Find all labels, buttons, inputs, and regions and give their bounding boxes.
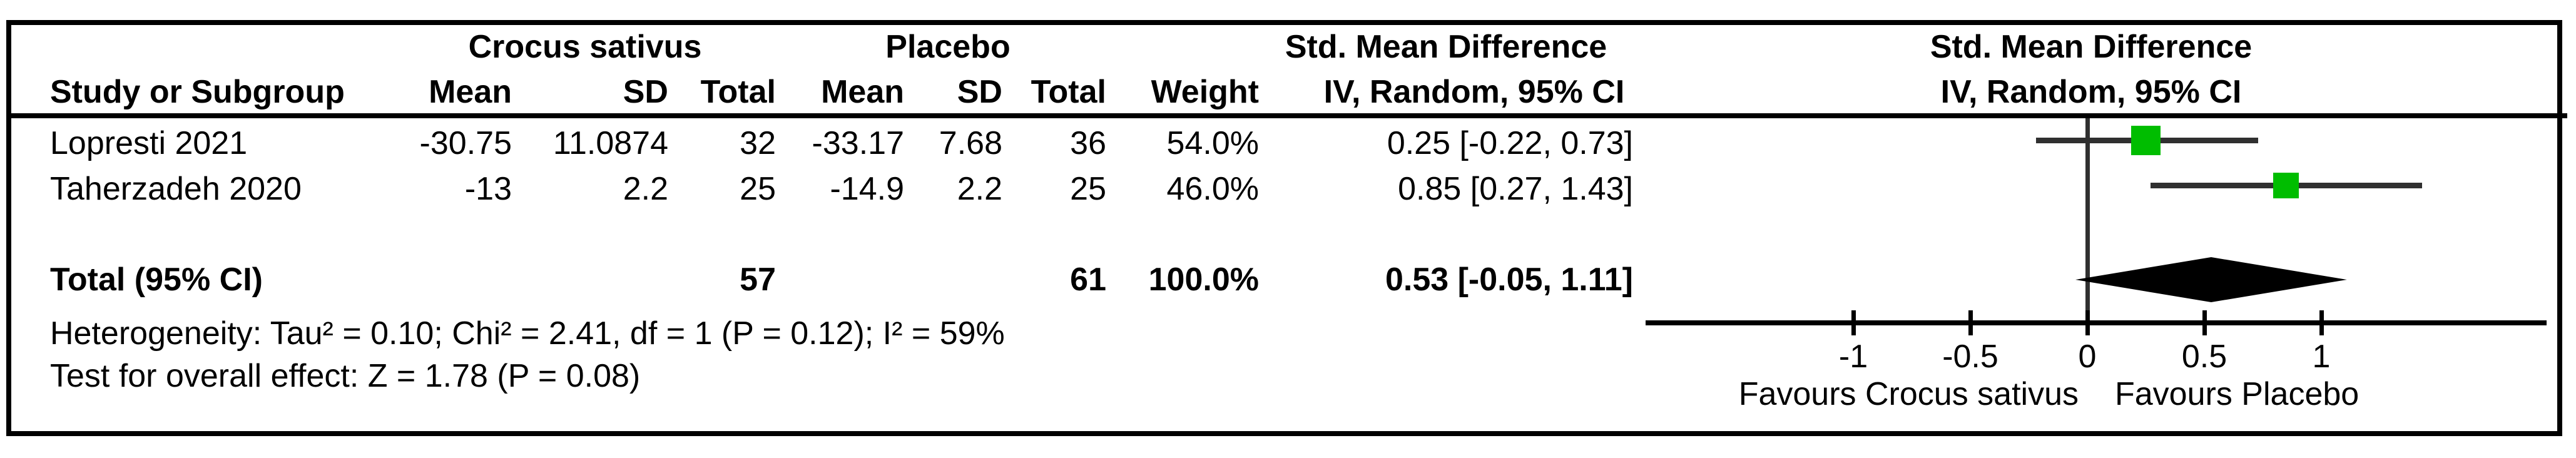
- pooled-diamond: [2075, 257, 2348, 302]
- zero-reference-line: [2085, 118, 2090, 323]
- cell-total-t: 25: [740, 171, 776, 207]
- total-label: Total (95% CI): [50, 262, 263, 298]
- effect-header-left: Std. Mean Difference: [1285, 29, 1607, 65]
- total-ci-text: 0.53 [-0.05, 1.11]: [1385, 262, 1633, 298]
- cell-total-c: 25: [1070, 171, 1106, 207]
- cell-ci-text: 0.25 [-0.22, 0.73]: [1387, 125, 1633, 161]
- cell-total-t: 32: [740, 125, 776, 161]
- col-header-mean-t: Mean: [429, 74, 512, 110]
- col-header-sd-t: SD: [623, 74, 668, 110]
- col-header-total-c: Total: [1031, 74, 1106, 110]
- col-header-study: Study or Subgroup: [50, 74, 345, 110]
- col-header-weight: Weight: [1151, 74, 1259, 110]
- cell-mean-t: -13: [464, 171, 512, 207]
- axis-tick: [1851, 310, 1856, 335]
- cell-sd-c: 2.2: [957, 171, 1002, 207]
- cell-study-name: Taherzadeh 2020: [50, 171, 302, 207]
- axis-tick: [2202, 310, 2207, 335]
- axis-tick: [2085, 310, 2090, 335]
- col-header-method-right: IV, Random, 95% CI: [1940, 74, 2242, 110]
- cell-study-name: Lopresti 2021: [50, 125, 248, 161]
- header-separator: [9, 113, 2567, 118]
- effect-square: [2131, 125, 2161, 155]
- axis-tick-label: 0: [2078, 338, 2097, 375]
- col-header-total-t: Total: [700, 74, 776, 110]
- cell-weight: 46.0%: [1166, 171, 1259, 207]
- group-header-treatment: Crocus sativus: [468, 29, 702, 65]
- col-header-method-left: IV, Random, 95% CI: [1323, 74, 1625, 110]
- heterogeneity-stats: Heterogeneity: Tau² = 0.10; Chi² = 2.41,…: [50, 315, 1005, 352]
- total-weight: 100.0%: [1148, 262, 1259, 298]
- cell-total-c: 36: [1070, 125, 1106, 161]
- effect-header-right: Std. Mean Difference: [1930, 29, 2253, 65]
- axis-tick-label: -0.5: [1942, 338, 1998, 375]
- cell-weight: 54.0%: [1166, 125, 1259, 161]
- col-header-mean-c: Mean: [821, 74, 904, 110]
- axis-tick: [2319, 310, 2324, 335]
- cell-mean-c: -14.9: [830, 171, 904, 207]
- axis-tick-label: 0.5: [2181, 338, 2227, 375]
- cell-mean-t: -30.75: [419, 125, 512, 161]
- favours-left-label: Favours Crocus sativus: [1738, 376, 2079, 412]
- effect-square: [2273, 172, 2299, 198]
- cell-sd-c: 7.68: [939, 125, 1002, 161]
- cell-sd-t: 11.0874: [552, 125, 668, 161]
- axis-tick-label: 1: [2312, 338, 2331, 375]
- group-header-control: Placebo: [885, 29, 1011, 65]
- col-header-sd-c: SD: [957, 74, 1002, 110]
- total-n-treatment: 57: [740, 262, 776, 298]
- x-axis-line: [1646, 320, 2547, 325]
- cell-sd-t: 2.2: [623, 171, 668, 207]
- total-n-control: 61: [1070, 262, 1106, 298]
- axis-tick-label: -1: [1838, 338, 1868, 375]
- favours-right-label: Favours Placebo: [2115, 376, 2360, 412]
- figure-frame: [6, 20, 2562, 436]
- overall-effect-test: Test for overall effect: Z = 1.78 (P = 0…: [50, 358, 641, 394]
- cell-ci-text: 0.85 [0.27, 1.43]: [1398, 171, 1633, 207]
- axis-tick: [1968, 310, 1973, 335]
- cell-mean-c: -33.17: [812, 125, 904, 161]
